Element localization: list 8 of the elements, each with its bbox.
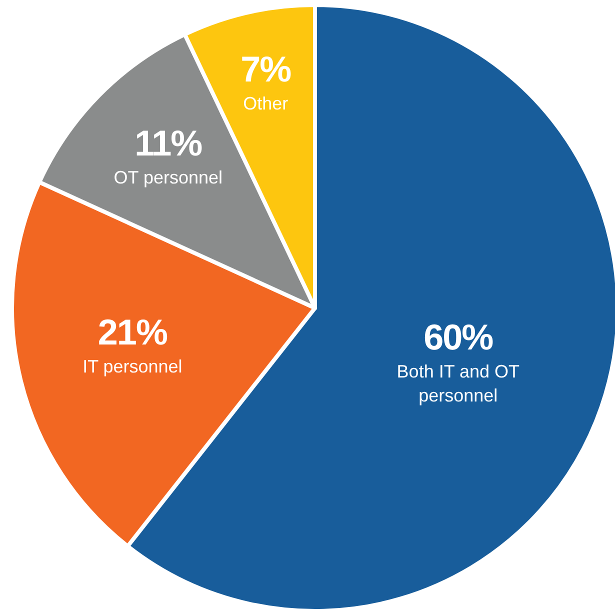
data-label: 60% [424,316,494,358]
data-label: 21% [98,311,168,352]
slice-label: Other [243,93,288,114]
slice-label: Both IT and OT personnel [396,362,520,406]
data-label: 7% [240,48,292,90]
slice-label: OT personnel [114,167,223,188]
slice-label: IT personnel [82,356,182,376]
data-label: 11% [134,122,203,164]
